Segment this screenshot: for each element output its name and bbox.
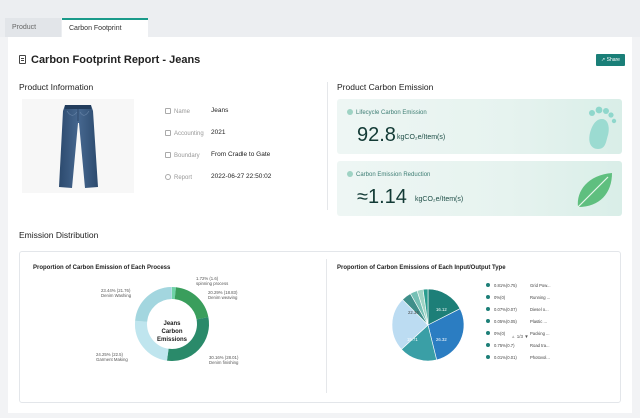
tab-bar: Product Detail Carbon Footprint Report xyxy=(0,0,640,50)
donut-segment[interactable] xyxy=(135,287,173,323)
legend-item[interactable]: 0.75%(0.7) Road tra... xyxy=(486,343,550,348)
section-divider xyxy=(327,82,328,210)
emission-reduction-card: Carbon Emission Reduction ≈1.14 kgCO₂e/I… xyxy=(337,161,622,216)
donut-segment[interactable] xyxy=(166,317,209,361)
donut-label-spinning: 1.72% (1.6) spinning process xyxy=(196,276,229,287)
legend-value: 0.05%(0.05) xyxy=(494,319,517,324)
share-button[interactable]: ↗ Share xyxy=(596,54,625,66)
pie-label-3: 22.34 xyxy=(408,310,419,315)
legend-pager: ▲ 1/3 ▼ xyxy=(511,334,529,339)
emission-reduction-value: ≈1.14 xyxy=(357,186,407,208)
calendar-icon xyxy=(165,130,171,136)
donut-label-garment: 24.25% (22.5) Garment Making xyxy=(96,352,128,363)
legend-dot xyxy=(486,319,490,323)
legend-item[interactable]: 0.05%(0.05) Plastic ... xyxy=(486,319,547,324)
lifecycle-emission-value: 92.8 xyxy=(357,124,396,146)
share-icon: ↗ xyxy=(601,57,607,63)
info-label-name: Name xyxy=(165,108,190,115)
jeans-icon xyxy=(59,105,98,188)
legend-name: Plastic ... xyxy=(530,319,547,324)
info-value-name: Jeans xyxy=(211,107,229,114)
tab-product-detail[interactable]: Product Detail xyxy=(5,18,61,50)
report-page: Carbon Footprint Report - Jeans ↗ Share … xyxy=(8,37,632,413)
legend-item[interactable]: 0.01%(0.01) Photovol... xyxy=(486,355,550,360)
pie-slice[interactable] xyxy=(391,299,429,350)
legend-dot xyxy=(486,307,490,311)
page-title-text: Carbon Footprint Report - Jeans xyxy=(31,54,201,66)
legend-value: 0.07%(0.07) xyxy=(494,307,517,312)
legend-dot xyxy=(486,331,490,335)
emission-reduction-label: Carbon Emission Reduction xyxy=(347,171,430,178)
pie-label-1: 16.12 xyxy=(436,307,447,312)
page-title: Carbon Footprint Report - Jeans xyxy=(19,54,200,66)
info-label-report: Report xyxy=(165,174,192,181)
share-label: Share xyxy=(606,57,620,63)
tag-icon xyxy=(165,108,171,114)
leaf-icon xyxy=(347,171,353,177)
legend-name: Running ... xyxy=(530,295,551,300)
lifecycle-emission-card: Lifecycle Carbon Emission 92.8 kgCO₂e/It… xyxy=(337,99,622,154)
product-information-heading: Product Information xyxy=(19,82,94,92)
info-label-boundary: Boundary xyxy=(165,152,200,159)
legend-name: Road tra... xyxy=(530,343,550,348)
io-chart-title: Proportion of Carbon Emissions of Each I… xyxy=(337,265,506,271)
donut-segment[interactable] xyxy=(135,320,169,361)
legend-name: Packing ... xyxy=(530,331,550,336)
pager-prev-icon[interactable]: ▲ xyxy=(511,334,517,339)
lifecycle-emission-unit: kgCO₂e/Item(s) xyxy=(397,134,446,141)
product-carbon-emission-heading: Product Carbon Emission xyxy=(337,82,434,92)
pager-next-icon[interactable]: ▼ xyxy=(522,334,529,339)
lifecycle-emission-label: Lifecycle Carbon Emission xyxy=(347,109,427,116)
pie-label-4: 15.71 xyxy=(407,337,418,342)
legend-dot xyxy=(486,295,490,299)
legend-value: 0.75%(0.7) xyxy=(494,343,515,348)
legend-item[interactable]: 0%(0) Running ... xyxy=(486,295,550,300)
process-donut-chart xyxy=(135,287,209,361)
donut-center-label: Jeans Carbon Emissions xyxy=(156,321,187,343)
legend-item[interactable]: 0.07%(0.07) Diesel o... xyxy=(486,307,549,312)
process-chart-title: Proportion of Carbon Emission of Each Pr… xyxy=(33,265,171,271)
leaf-icon xyxy=(347,109,353,115)
legend-item[interactable]: 0.81%(0.75) Grid Pow... xyxy=(486,283,550,288)
legend-name: Diesel o... xyxy=(530,307,549,312)
chart-divider xyxy=(326,259,327,393)
info-value-accounting: 2021 xyxy=(211,129,226,136)
pie-label-2: 26.32 xyxy=(436,337,447,342)
pie-slice[interactable] xyxy=(427,308,465,361)
edit-icon xyxy=(165,152,171,158)
info-label-accounting: Accounting xyxy=(165,130,204,137)
emission-distribution-heading: Emission Distribution xyxy=(19,230,99,240)
legend-value: 0.81%(0.75) xyxy=(494,283,517,288)
pie-slice[interactable] xyxy=(422,288,429,326)
info-value-report: 2022-06-27 22:50:02 xyxy=(211,173,272,180)
legend-value: 0%(0) xyxy=(494,331,506,336)
legend-item[interactable]: 0%(0) Packing ... xyxy=(486,331,550,336)
legend-value: 0%(0) xyxy=(494,295,506,300)
clock-icon xyxy=(165,174,171,180)
info-value-boundary: From Cradle to Gate xyxy=(211,151,271,158)
io-pie-chart xyxy=(391,288,465,362)
legend-name: Grid Pow... xyxy=(530,283,551,288)
donut-label-washing: 23.44% (21.76) Denim Washing xyxy=(101,288,132,299)
emission-distribution-panel xyxy=(19,251,621,403)
legend-dot xyxy=(486,283,490,287)
tab-carbon-footprint-report[interactable]: Carbon Footprint Report xyxy=(62,18,148,49)
legend-dot xyxy=(486,355,490,359)
footprint-icon xyxy=(589,106,617,149)
product-image xyxy=(22,99,134,193)
pager-text: 1/3 xyxy=(516,334,523,339)
legend-name: Photovol... xyxy=(530,355,550,360)
legend-dot xyxy=(486,343,490,347)
emission-reduction-unit: kgCO₂e/Item(s) xyxy=(415,196,464,203)
donut-label-finishing: 30.16% (28.01) Denim finishing xyxy=(209,355,239,366)
donut-segment[interactable] xyxy=(174,287,209,320)
leaf-large-icon xyxy=(577,173,612,208)
legend-value: 0.01%(0.01) xyxy=(494,355,517,360)
donut-label-weaving: 20.29% (18.83) Denim weaving xyxy=(208,290,238,301)
document-icon xyxy=(19,55,26,64)
